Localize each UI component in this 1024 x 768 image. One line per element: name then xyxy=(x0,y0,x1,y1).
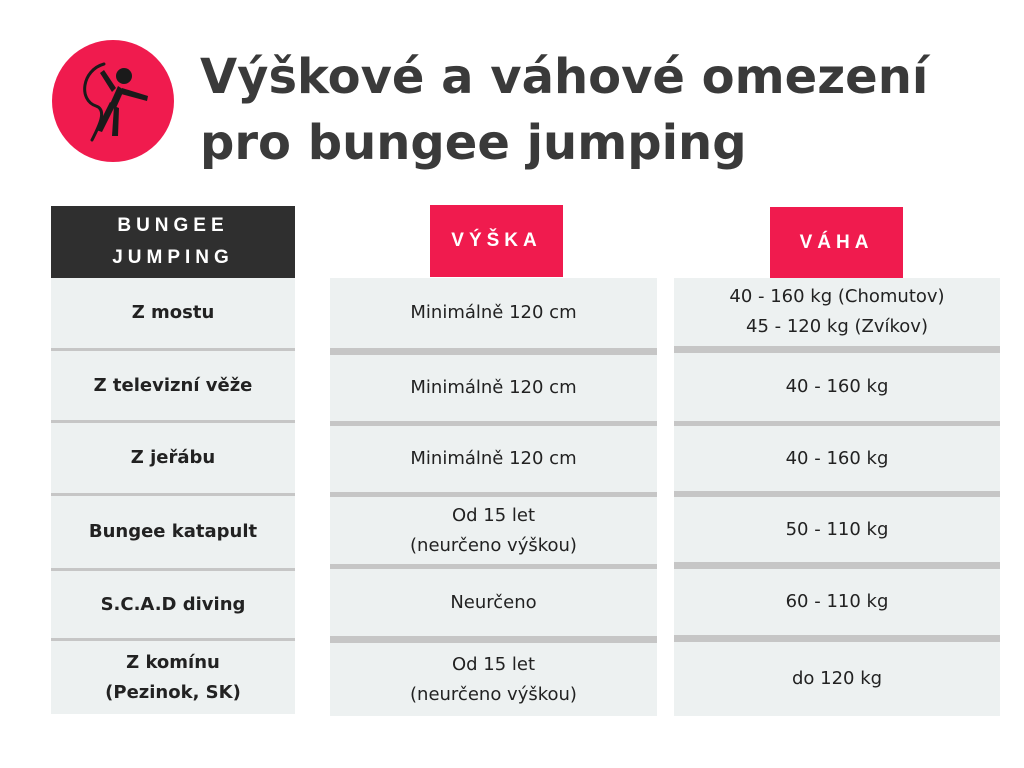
weight-value: 60 - 110 kg xyxy=(785,591,889,612)
height-value: Minimálně 120 cm xyxy=(410,302,577,323)
weight-value: 40 - 160 kg xyxy=(785,447,889,469)
height-value: Od 15 let (neurčeno výškou) xyxy=(410,504,577,556)
activity-label: Z jeřábu xyxy=(130,447,216,468)
height-column: Minimálně 120 cm Minimálně 120 cm Minimá… xyxy=(330,278,657,716)
bungee-jumper-icon xyxy=(83,62,148,142)
activity-label: S.C.A.D diving xyxy=(100,593,246,615)
page-title-line-1: Výškové a váhové omezení xyxy=(200,49,929,105)
weight-cell: 40 - 160 kg (Chomutov) 45 - 120 kg (Zvík… xyxy=(674,278,1000,346)
height-cell: Minimálně 120 cm xyxy=(330,355,657,421)
activity-label: Bungee katapult xyxy=(88,521,258,542)
activity-cell: Z mostu xyxy=(51,278,295,348)
weight-cell: 40 - 160 kg xyxy=(674,353,1000,421)
height-cell: Minimálně 120 cm xyxy=(330,426,657,492)
header-weight-label: VÁHA xyxy=(799,232,874,253)
header-height: VÝŠKA xyxy=(430,205,563,277)
activity-label: Z mostu xyxy=(131,302,215,323)
height-value: Od 15 let (neurčeno výškou) xyxy=(410,653,577,705)
activity-cell: Z komínu (Pezinok, SK) xyxy=(51,641,295,714)
activity-label: Z komínu (Pezinok, SK) xyxy=(105,651,241,703)
weight-value: 40 - 160 kg (Chomutov) 45 - 120 kg (Zvík… xyxy=(729,286,945,337)
header-height-label: VÝŠKA xyxy=(451,230,542,251)
weight-cell: do 120 kg xyxy=(674,642,1000,716)
header-weight: VÁHA xyxy=(770,207,903,279)
weight-column: 40 - 160 kg (Chomutov) 45 - 120 kg (Zvík… xyxy=(674,278,1000,716)
weight-value: 50 - 110 kg xyxy=(785,518,889,540)
header-activity-label: BUNGEE JUMPING xyxy=(112,215,234,268)
height-cell: Neurčeno xyxy=(330,569,657,636)
weight-cell: 60 - 110 kg xyxy=(674,569,1000,635)
activity-cell: Z jeřábu xyxy=(51,423,295,493)
activity-column: Z mostu Z televizní věže Z jeřábu Bungee… xyxy=(51,278,295,714)
weight-cell: 40 - 160 kg xyxy=(674,426,1000,491)
activity-cell: S.C.A.D diving xyxy=(51,571,295,638)
height-value: Minimálně 120 cm xyxy=(410,377,577,398)
activity-cell: Z televizní věže xyxy=(51,351,295,420)
weight-value: do 120 kg xyxy=(791,668,883,689)
height-value: Neurčeno xyxy=(450,591,537,613)
weight-value: 40 - 160 kg xyxy=(785,376,889,397)
bungee-logo xyxy=(52,40,174,162)
height-value: Minimálně 120 cm xyxy=(410,448,577,469)
page-title-line-2: pro bungee jumping xyxy=(200,115,747,171)
weight-cell: 50 - 110 kg xyxy=(674,497,1000,562)
page-title: Výškové a váhové omezení pro bungee jump… xyxy=(200,44,1000,176)
activity-cell: Bungee katapult xyxy=(51,496,295,568)
height-cell: Minimálně 120 cm xyxy=(330,278,657,348)
height-cell: Od 15 let (neurčeno výškou) xyxy=(330,643,657,716)
activity-label: Z televizní věže xyxy=(93,374,253,396)
header-activity: BUNGEE JUMPING xyxy=(51,206,295,278)
height-cell: Od 15 let (neurčeno výškou) xyxy=(330,497,657,564)
